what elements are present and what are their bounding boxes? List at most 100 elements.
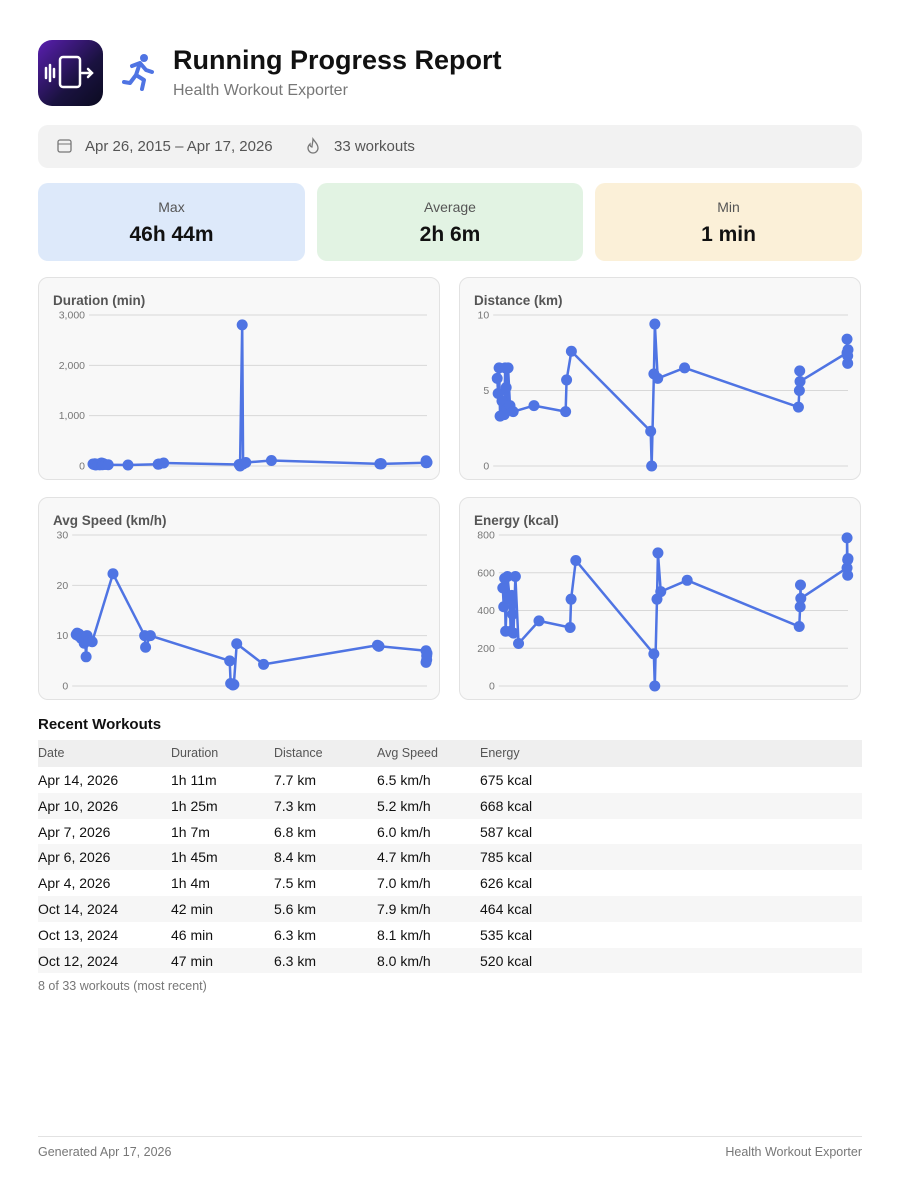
table-cell: 675 kcal	[480, 772, 533, 788]
row-stripe	[38, 792, 862, 819]
stat-card: Average 2h 6m	[317, 183, 583, 261]
data-point	[86, 636, 98, 648]
data-point	[509, 571, 521, 583]
data-point	[491, 372, 503, 384]
data-point	[507, 406, 519, 418]
data-point	[795, 592, 807, 604]
data-point	[652, 547, 664, 559]
y-tick-label: 10	[57, 630, 69, 642]
table-cell: 1h 7m	[171, 823, 210, 840]
chart: Distance (km) 0 5 10	[474, 293, 854, 473]
y-tick-label: 20	[57, 580, 69, 592]
column-header: Energy	[480, 746, 520, 760]
table-cell: 4.7 km/h	[377, 849, 431, 866]
data-point	[122, 459, 134, 471]
y-tick-label: 1,000	[59, 410, 85, 422]
data-point	[500, 381, 512, 393]
data-point	[649, 318, 661, 330]
y-tick-label: 800	[477, 530, 495, 542]
table-cell: 1h 11m	[171, 772, 217, 788]
table-cell: 42 min	[171, 901, 214, 917]
data-point	[102, 459, 114, 471]
runner-icon	[122, 54, 154, 91]
table-cell: 7.0 km/h	[377, 875, 431, 892]
table-cell: Apr 14, 2026	[38, 772, 119, 788]
y-tick-label: 400	[477, 605, 495, 617]
data-point	[649, 680, 661, 692]
y-tick-label: 0	[62, 681, 68, 693]
data-point	[648, 648, 660, 660]
data-point	[655, 586, 667, 598]
table-cell: 6.0 km/h	[377, 823, 431, 840]
table-cell: 5.6 km	[274, 901, 317, 917]
chart-card: Energy (kcal) 0 200 400 600 800	[459, 497, 861, 700]
footer-rule	[38, 1136, 862, 1137]
y-tick-label: 30	[57, 530, 69, 542]
data-point	[681, 574, 693, 586]
column-header: Avg Speed	[377, 746, 438, 760]
data-point	[841, 333, 853, 345]
chart: Energy (kcal) 0 200 400 600 800	[474, 513, 854, 693]
table-cell: Apr 6, 2026	[38, 849, 111, 866]
column-header: Duration	[171, 746, 219, 760]
data-point	[140, 641, 152, 653]
data-point	[792, 401, 804, 413]
column-header: Date	[38, 746, 65, 760]
series-line	[501, 536, 850, 688]
table-cell: 8.1 km/h	[377, 926, 431, 943]
row-stripe	[38, 844, 862, 871]
title: Running Progress Report	[173, 45, 502, 75]
chart-card: Distance (km) 0 5 10	[459, 277, 861, 480]
data-point	[107, 568, 119, 580]
data-point	[421, 647, 433, 659]
stat-value: 46h 44m	[129, 223, 214, 246]
chart-card: Duration (min) 0 1,000 2,000 3,000	[38, 277, 440, 480]
table-cell: 7.9 km/h	[377, 901, 431, 917]
data-point	[507, 608, 519, 620]
data-point	[794, 601, 806, 613]
table-cell: 1h 4m	[171, 875, 210, 892]
summary-bar: Apr 26, 2015 – Apr 17, 2026 33 workouts	[38, 125, 862, 168]
table-cell: 5.2 km/h	[377, 797, 431, 814]
data-point	[80, 651, 92, 663]
data-point	[502, 362, 514, 374]
footer-right: Health Workout Exporter	[725, 1145, 862, 1159]
table-cell: 464 kcal	[480, 901, 533, 917]
table-cell: 7.3 km	[274, 797, 317, 814]
data-point	[497, 582, 509, 594]
data-point	[561, 374, 573, 386]
data-point	[565, 345, 577, 357]
data-point	[679, 362, 691, 374]
chart: Duration (min) 0 1,000 2,000 3,000	[53, 293, 433, 473]
data-point	[645, 425, 657, 437]
y-tick-label: 0	[79, 461, 85, 473]
data-point	[570, 554, 582, 566]
data-point	[842, 553, 854, 565]
footer-left: Generated Apr 17, 2026	[38, 1145, 172, 1159]
stat-card: Min 1 min	[595, 183, 862, 261]
data-point	[842, 569, 854, 581]
series-line	[495, 322, 850, 468]
chart-title: Duration (min)	[53, 293, 145, 308]
data-point	[842, 344, 854, 356]
data-point	[794, 375, 806, 387]
table-note: 8 of 33 workouts (most recent)	[38, 979, 207, 993]
data-point	[144, 630, 156, 642]
app-icon-glyph	[44, 55, 94, 89]
y-tick-label: 5	[483, 385, 489, 397]
y-tick-label: 200	[477, 643, 495, 655]
y-tick-label: 0	[489, 681, 495, 693]
table-cell: 6.3 km	[274, 926, 317, 943]
table-cell: 47 min	[171, 952, 214, 969]
table-cell: 6.5 km/h	[377, 772, 431, 788]
y-tick-label: 10	[478, 310, 490, 322]
table-cell: Oct 13, 2024	[38, 926, 119, 943]
table-cell: 626 kcal	[480, 875, 533, 892]
table-cell: Apr 4, 2026	[38, 875, 111, 892]
table-cell: Apr 10, 2026	[38, 797, 119, 814]
data-point	[421, 456, 433, 468]
data-point	[258, 658, 270, 670]
stat-label: Min	[717, 199, 740, 215]
data-point	[236, 319, 248, 331]
table-cell: 46 min	[171, 926, 214, 943]
